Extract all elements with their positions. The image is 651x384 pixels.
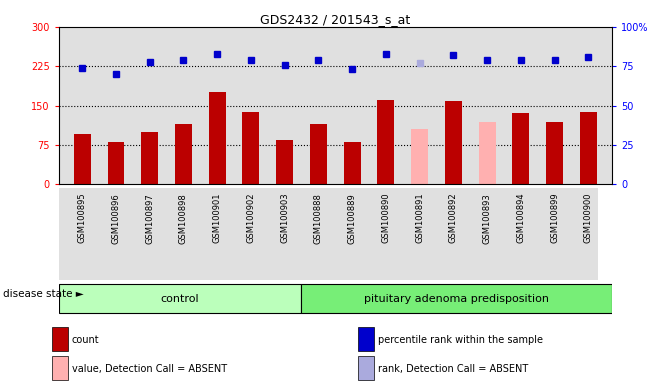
- Text: GSM100898: GSM100898: [179, 193, 188, 243]
- Text: pituitary adenoma predisposition: pituitary adenoma predisposition: [364, 293, 549, 304]
- Text: GSM100895: GSM100895: [77, 193, 87, 243]
- Bar: [59, 284, 301, 313]
- Text: GSM100899: GSM100899: [550, 193, 559, 243]
- Title: GDS2432 / 201543_s_at: GDS2432 / 201543_s_at: [260, 13, 410, 26]
- Text: GSM100897: GSM100897: [145, 193, 154, 243]
- Bar: [301, 284, 612, 313]
- Bar: [175, 124, 192, 184]
- Text: GSM100890: GSM100890: [381, 193, 391, 243]
- Bar: [445, 101, 462, 184]
- Bar: [52, 356, 68, 380]
- Text: GSM100888: GSM100888: [314, 193, 323, 243]
- Text: GSM100893: GSM100893: [482, 193, 492, 243]
- Bar: [358, 356, 374, 380]
- Text: GSM100894: GSM100894: [516, 193, 525, 243]
- Bar: [107, 142, 124, 184]
- Bar: [358, 328, 374, 351]
- Text: disease state ►: disease state ►: [3, 289, 84, 299]
- Text: GSM100901: GSM100901: [213, 193, 222, 243]
- Bar: [478, 122, 495, 184]
- Text: percentile rank within the sample: percentile rank within the sample: [378, 335, 542, 345]
- Text: count: count: [72, 335, 99, 345]
- Bar: [546, 122, 563, 184]
- Text: GSM100903: GSM100903: [280, 193, 289, 243]
- Text: control: control: [160, 293, 199, 304]
- Text: GSM100902: GSM100902: [247, 193, 255, 243]
- Bar: [209, 93, 226, 184]
- Text: GSM100892: GSM100892: [449, 193, 458, 243]
- Bar: [580, 112, 597, 184]
- Text: rank, Detection Call = ABSENT: rank, Detection Call = ABSENT: [378, 364, 528, 374]
- Text: GSM100900: GSM100900: [584, 193, 593, 243]
- Bar: [141, 132, 158, 184]
- Bar: [344, 142, 361, 184]
- Bar: [276, 140, 293, 184]
- Bar: [52, 328, 68, 351]
- Bar: [512, 114, 529, 184]
- Text: GSM100891: GSM100891: [415, 193, 424, 243]
- Bar: [74, 134, 90, 184]
- Text: GSM100896: GSM100896: [111, 193, 120, 243]
- Bar: [411, 129, 428, 184]
- Bar: [310, 124, 327, 184]
- Text: value, Detection Call = ABSENT: value, Detection Call = ABSENT: [72, 364, 227, 374]
- Bar: [378, 100, 395, 184]
- Bar: [242, 113, 259, 184]
- Text: GSM100889: GSM100889: [348, 193, 357, 243]
